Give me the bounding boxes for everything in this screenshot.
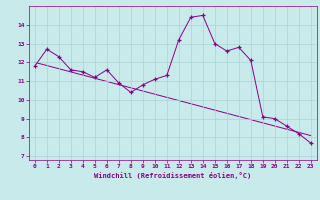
X-axis label: Windchill (Refroidissement éolien,°C): Windchill (Refroidissement éolien,°C) — [94, 172, 252, 179]
